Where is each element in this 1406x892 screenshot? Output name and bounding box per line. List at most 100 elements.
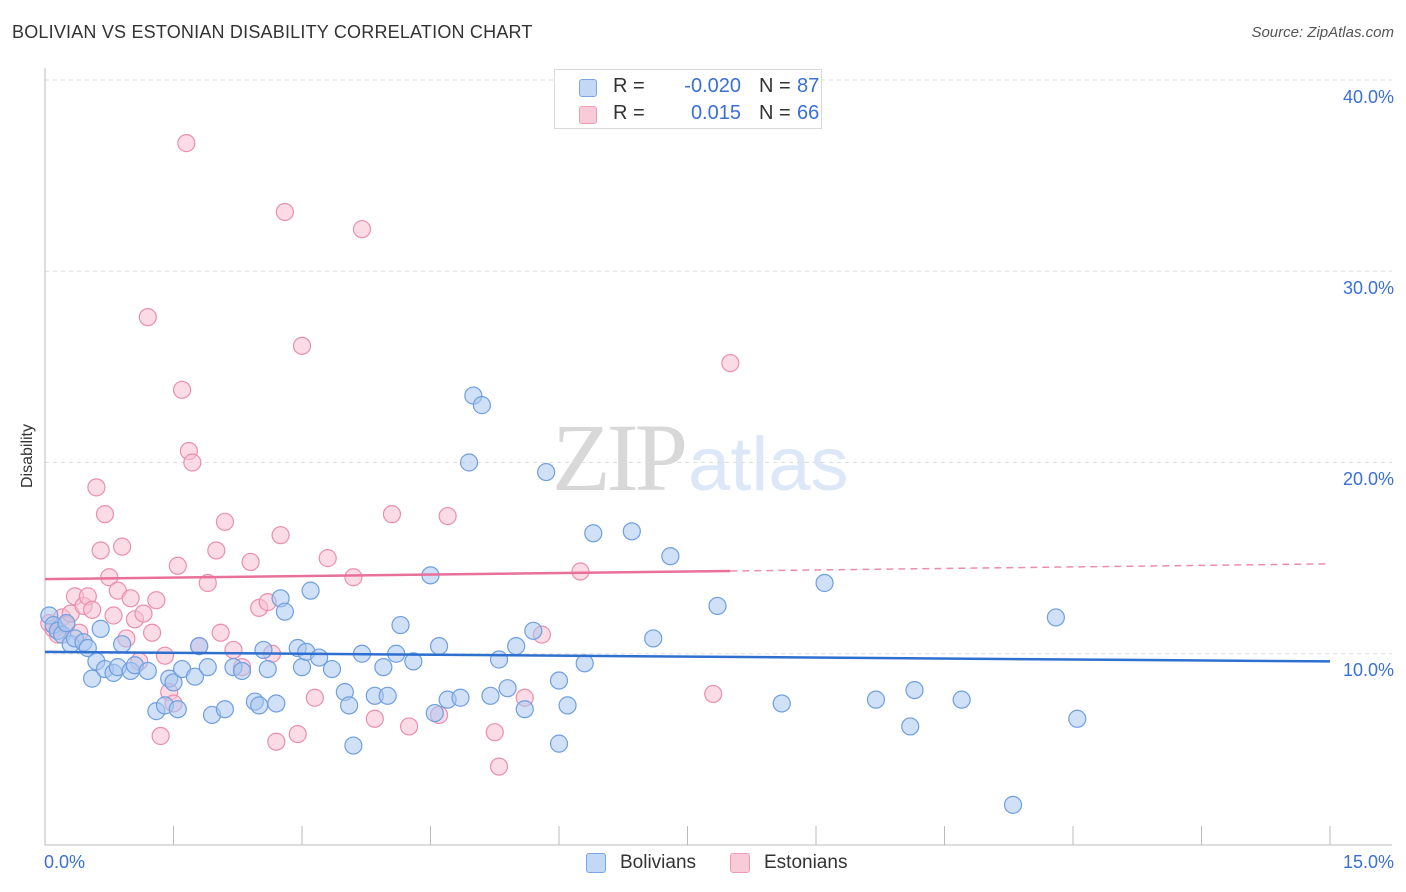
estonian-point <box>183 453 202 472</box>
estonian-point <box>87 478 106 497</box>
bolivian-point <box>901 717 920 736</box>
bolivian-point <box>622 522 641 541</box>
y-tick-label: 30.0% <box>1342 278 1394 298</box>
trend-line-0 <box>44 650 1331 663</box>
bolivian-point <box>322 659 342 679</box>
estonian-point <box>704 684 723 704</box>
y-tick-label: 10.0% <box>1342 660 1394 680</box>
bolivian-point <box>215 700 234 719</box>
estonians-swatch <box>579 106 597 124</box>
estonian-point <box>288 724 307 744</box>
trend-line-dashed-1 <box>730 563 1331 572</box>
y-tick-label: 40.0% <box>1342 87 1394 107</box>
estonian-point <box>224 640 243 660</box>
bolivian-point <box>481 686 500 705</box>
bolivian-point <box>267 694 286 713</box>
estonian-point <box>211 623 230 642</box>
estonian-point <box>95 505 115 524</box>
estonian-point <box>382 505 402 524</box>
estonian-point <box>721 353 740 373</box>
estonian-point <box>198 573 217 593</box>
bolivian-point <box>83 669 102 688</box>
n-label: N = <box>759 75 791 97</box>
r-label: R = <box>613 102 645 124</box>
estonian-point <box>104 606 123 625</box>
estonian-point <box>267 732 286 751</box>
bolivian-point <box>250 696 269 715</box>
bolivian-point <box>404 652 423 671</box>
estonian-point <box>151 726 170 746</box>
bolivian-point <box>168 700 187 719</box>
bolivian-point <box>1068 709 1087 728</box>
estonian-point <box>142 623 162 642</box>
bolivian-point <box>507 636 526 656</box>
estonian-point <box>177 134 196 153</box>
estonian-point <box>172 380 192 399</box>
estonian-point <box>168 556 187 575</box>
x-tick-label: 15.0% <box>1342 852 1394 872</box>
estonian-point <box>91 541 110 560</box>
n-value: 66 <box>797 102 820 124</box>
r-value: 0.015 <box>690 102 741 124</box>
bolivian-point <box>374 658 393 677</box>
bolivian-point <box>391 615 410 635</box>
bolivian-point <box>498 679 517 698</box>
estonian-point <box>305 688 324 707</box>
legend-label: Bolivians <box>620 852 697 873</box>
estonian-point <box>138 308 157 327</box>
bolivian-point <box>344 736 363 755</box>
bolivian-point <box>112 635 132 654</box>
estonian-point <box>275 202 294 222</box>
estonian-point <box>215 512 234 531</box>
estonian-point <box>83 600 102 619</box>
bolivians-swatch <box>586 853 606 873</box>
bolivian-point <box>185 667 205 686</box>
bolivian-point <box>708 596 727 616</box>
x-tick-label: 0.0% <box>44 852 86 872</box>
r-label: R = <box>613 75 645 97</box>
watermark-atlas: atlas <box>688 422 849 507</box>
estonian-point <box>489 757 509 776</box>
bolivian-point <box>91 619 110 638</box>
estonian-point <box>365 709 384 728</box>
trend-line-1 <box>44 569 731 581</box>
bolivian-point <box>198 658 217 677</box>
bolivian-point <box>254 640 273 660</box>
bolivian-point <box>524 621 543 640</box>
estonian-point <box>121 589 140 608</box>
bolivian-point <box>472 396 491 415</box>
estonian-point <box>485 723 504 742</box>
estonian-point <box>292 336 312 355</box>
estonian-point <box>318 549 337 568</box>
estonian-point <box>399 717 419 736</box>
bolivian-point <box>644 629 663 648</box>
bolivian-point <box>57 614 76 633</box>
watermark-zip: ZIP <box>552 404 688 511</box>
source-label: Source: ZipAtlas.com <box>1251 24 1394 41</box>
estonian-point <box>155 646 175 665</box>
estonian-point <box>352 220 372 239</box>
bolivian-point <box>549 671 569 690</box>
estonian-point <box>134 604 153 623</box>
bolivians-swatch <box>579 79 597 97</box>
bolivian-point <box>537 462 556 482</box>
n-label: N = <box>759 102 791 124</box>
bolivian-point <box>164 673 183 692</box>
n-value: 87 <box>797 75 820 97</box>
bolivian-point <box>378 686 397 705</box>
bolivian-point <box>459 453 479 472</box>
bolivian-point <box>952 690 971 709</box>
estonian-point <box>271 526 290 545</box>
estonian-point <box>147 591 166 610</box>
bolivian-point <box>275 602 294 621</box>
estonian-point <box>112 537 132 556</box>
bolivian-point <box>558 696 577 715</box>
y-tick-label: 20.0% <box>1342 469 1394 489</box>
estonian-point <box>241 552 260 572</box>
bolivian-point <box>1046 608 1065 627</box>
bolivian-point <box>575 654 594 673</box>
bolivian-point <box>905 680 924 700</box>
bolivian-point <box>451 688 470 707</box>
bolivian-point <box>301 581 320 600</box>
